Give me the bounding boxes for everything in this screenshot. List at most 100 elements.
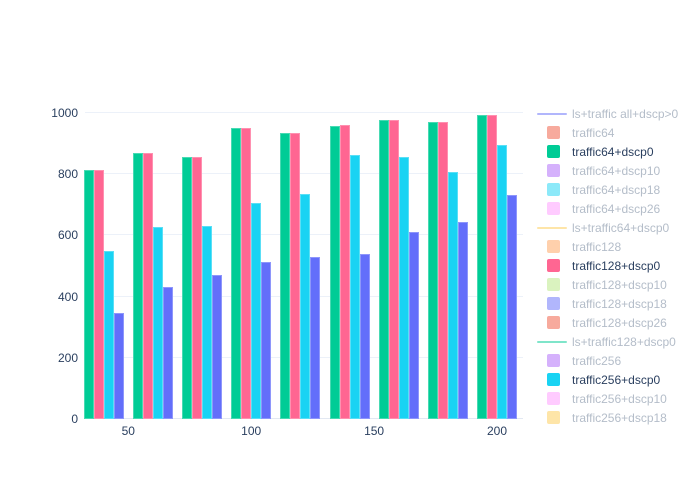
legend-square-swatch-icon (537, 202, 567, 215)
bar-traffic64+dscp0-x160 (378, 119, 389, 419)
legend-square-swatch-icon (537, 411, 567, 424)
bar-traffic64+dscp0-x120 (280, 132, 291, 419)
bar-traffic64+dscp0-x140 (329, 125, 340, 419)
legend-item-traffic128-dscp18[interactable]: traffic128+dscp18 (537, 294, 699, 313)
legend-label: traffic128+dscp10 (572, 277, 667, 292)
legend-label: traffic128+dscp18 (572, 296, 667, 311)
legend-label: traffic256+dscp0 (572, 372, 661, 387)
swatch-color (547, 240, 560, 253)
x-tick-label-100: 100 (241, 424, 262, 438)
y-tick-label-1000: 1000 (51, 106, 78, 120)
legend-line-swatch-icon (537, 226, 567, 229)
legend-square-swatch-icon (537, 278, 567, 291)
swatch-color (547, 202, 560, 215)
swatch-color (547, 259, 560, 272)
legend-item-traffic64-dscp0[interactable]: traffic64+dscp0 (537, 142, 699, 161)
swatch-color (547, 373, 560, 386)
legend-square-swatch-icon (537, 183, 567, 196)
legend-item-traffic64-dscp18[interactable]: traffic64+dscp18 (537, 180, 699, 199)
bar-traffic64+dscp0-x40 (83, 169, 94, 419)
bar-traffic256+dscp0-x160 (398, 156, 409, 419)
legend-label: traffic256+dscp18 (572, 410, 667, 425)
x-tick-label-200: 200 (486, 424, 508, 438)
legend-item-traffic64[interactable]: traffic64 (537, 123, 699, 142)
bar-traffic64+dscp0-x80 (182, 156, 193, 419)
legend-label: traffic64+dscp26 (572, 201, 661, 216)
legend-label: traffic128+dscp0 (572, 258, 661, 273)
swatch-color (547, 316, 560, 329)
legend-label: traffic64+dscp18 (572, 182, 661, 197)
bar-traffic128+dscp0-x180 (437, 122, 448, 419)
legend-item-ls-traffic-all-dscp-0[interactable]: ls+traffic all+dscp>0 (537, 104, 699, 123)
swatch-color (537, 340, 567, 343)
legend-square-swatch-icon (537, 145, 567, 158)
bar-traffic128+dscp0-x100 (241, 128, 252, 419)
swatch-color (537, 226, 567, 229)
bar-traffic64+dscp0-x180 (427, 122, 438, 419)
y-tick-label-400: 400 (57, 289, 78, 304)
swatch-color (547, 354, 560, 367)
legend-square-swatch-icon (537, 354, 567, 367)
legend-label: traffic64 (572, 125, 615, 140)
legend-square-swatch-icon (537, 259, 567, 272)
legend-item-traffic256-dscp0[interactable]: traffic256+dscp0 (537, 370, 699, 389)
bar-traffic256+dscp0-x60 (152, 226, 163, 419)
y-tick-label-600: 600 (57, 228, 78, 243)
legend-label: ls+traffic all+dscp>0 (572, 106, 679, 121)
legend-line-swatch-icon (537, 112, 567, 115)
bar-traffic256+dscp0-x200 (497, 145, 507, 419)
legend-square-swatch-icon (537, 392, 567, 405)
legend-item-traffic128-dscp0[interactable]: traffic128+dscp0 (537, 256, 699, 275)
swatch-color (547, 392, 560, 405)
bar-series4-x120 (310, 256, 321, 419)
bar-traffic256+dscp0-x140 (349, 155, 360, 419)
x-tick-label-50: 50 (121, 424, 135, 438)
legend-square-swatch-icon (537, 126, 567, 139)
bar-traffic128+dscp0-x80 (192, 156, 203, 419)
legend-square-swatch-icon (537, 240, 567, 253)
legend-label: traffic64+dscp0 (572, 144, 654, 159)
bar-traffic256+dscp0-x40 (103, 250, 114, 419)
bar-traffic64+dscp0-x100 (231, 128, 242, 419)
bar-traffic128+dscp0-x140 (339, 125, 350, 419)
gridline-y-800 (85, 173, 523, 175)
y-tick-label-800: 800 (57, 167, 78, 182)
bar-series4-x100 (261, 262, 272, 419)
bar-traffic64+dscp0-x60 (132, 153, 143, 419)
bar-traffic256+dscp0-x80 (202, 225, 213, 419)
legend-square-swatch-icon (537, 164, 567, 177)
legend-item-traffic64-dscp26[interactable]: traffic64+dscp26 (537, 199, 699, 218)
bar-traffic256+dscp0-x180 (447, 171, 458, 419)
swatch-color (547, 164, 560, 177)
bar-series4-x180 (457, 221, 468, 419)
bar-series4-x80 (212, 274, 223, 419)
bar-series4-x160 (408, 232, 419, 419)
legend-item-traffic256-dscp10[interactable]: traffic256+dscp10 (537, 389, 699, 408)
x-tick-label-150: 150 (364, 424, 385, 438)
legend-item-ls-traffic64-dscp0[interactable]: ls+traffic64+dscp0 (537, 218, 699, 237)
bar-series4-x40 (113, 312, 124, 419)
legend-item-traffic128-dscp10[interactable]: traffic128+dscp10 (537, 275, 699, 294)
bar-series4-x140 (359, 253, 370, 419)
legend-item-traffic128[interactable]: traffic128 (537, 237, 699, 256)
legend-line-swatch-icon (537, 340, 567, 343)
legend-square-swatch-icon (537, 316, 567, 329)
bar-traffic128+dscp0-x120 (290, 132, 301, 419)
legend-item-traffic64-dscp10[interactable]: traffic64+dscp10 (537, 161, 699, 180)
legend-item-traffic256[interactable]: traffic256 (537, 351, 699, 370)
legend-label: traffic256 (572, 353, 622, 368)
legend-item-traffic256-dscp18[interactable]: traffic256+dscp18 (537, 408, 699, 425)
legend-item-traffic128-dscp26[interactable]: traffic128+dscp26 (537, 313, 699, 332)
bar-traffic64+dscp0-x200 (477, 115, 487, 419)
swatch-color (537, 112, 567, 115)
bar-series4-x200 (507, 194, 517, 419)
bar-traffic128+dscp0-x200 (487, 115, 497, 419)
legend-label: traffic256+dscp10 (572, 391, 667, 406)
plot-area (83, 90, 523, 419)
legend-label: traffic128 (572, 239, 622, 254)
legend-item-ls-traffic128-dscp0[interactable]: ls+traffic128+dscp0 (537, 332, 699, 351)
swatch-color (547, 297, 560, 310)
legend: ls+traffic all+dscp>0 traffic64 traffic64+… (537, 104, 699, 425)
legend-label: traffic128+dscp26 (572, 315, 667, 330)
